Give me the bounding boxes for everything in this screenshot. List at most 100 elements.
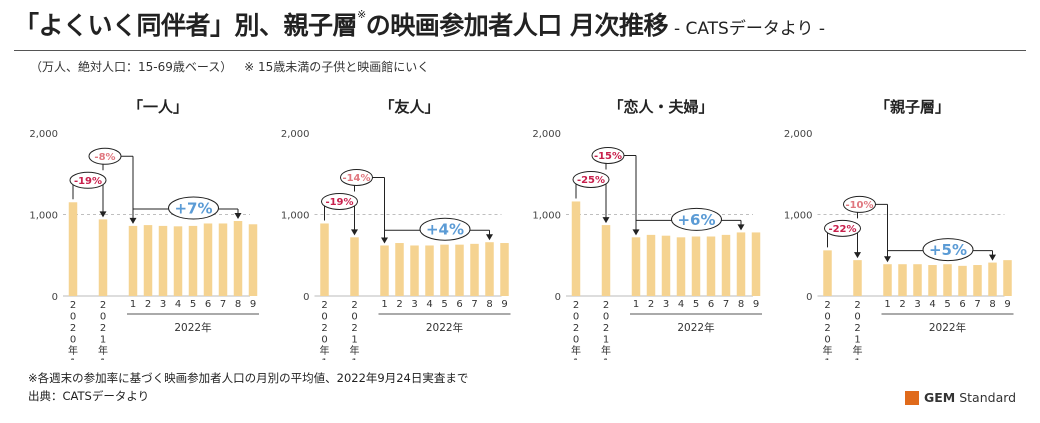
x-tick-label: 3 — [914, 299, 920, 310]
x-tick-label: 0 — [573, 312, 579, 323]
bar — [751, 232, 761, 296]
arrow-head — [989, 254, 996, 261]
x-tick-label: 2 — [854, 323, 860, 334]
y-tick-label: 1,000 — [784, 211, 813, 222]
change-badge — [824, 219, 861, 237]
x-tick-label: 4 — [929, 299, 935, 310]
change-badge — [671, 207, 722, 231]
title-divider — [14, 50, 1026, 51]
x-tick-label: 6 — [456, 299, 462, 310]
bar — [485, 242, 494, 296]
change-badge — [591, 146, 625, 164]
year-label: 2022年 — [677, 321, 714, 334]
footnote: ※各週末の参加率に基づく映画参加者人口の月別の平均値、2022年9月24日実査ま… — [28, 371, 469, 385]
bar — [68, 202, 78, 296]
chart-title: 「恋人・夫婦」 — [608, 98, 713, 116]
change-badge — [419, 217, 471, 241]
arrow-head — [602, 217, 610, 224]
x-tick-label: 8 — [235, 299, 241, 310]
x-tick-label: 4 — [678, 299, 684, 310]
bar — [853, 260, 862, 296]
bar — [395, 243, 404, 296]
x-tick-label: 7 — [220, 299, 226, 310]
bar — [320, 223, 329, 296]
x-tick-label: 1 — [70, 358, 76, 361]
bar — [973, 265, 982, 296]
x-tick-label: 8 — [989, 299, 995, 310]
x-tick-label: 8 — [738, 299, 744, 310]
x-tick-label: 年 — [68, 344, 78, 357]
change-badge — [922, 238, 974, 262]
x-tick-label: 9 — [501, 299, 507, 310]
bar — [631, 237, 641, 296]
change-label: +7% — [174, 200, 212, 218]
x-tick-label: 0 — [573, 335, 579, 346]
bar — [898, 264, 907, 296]
bar — [380, 245, 389, 296]
x-tick-label: 2 — [321, 323, 327, 334]
change-badge — [572, 170, 610, 188]
x-tick-label: 0 — [70, 312, 76, 323]
x-tick-label: 年 — [350, 344, 360, 357]
x-tick-label: 0 — [321, 312, 327, 323]
x-tick-label: 年 — [571, 344, 581, 357]
x-tick-label: 年 — [853, 344, 863, 357]
y-tick-label: 2,000 — [532, 129, 561, 140]
x-tick-label: 0 — [854, 312, 860, 323]
x-tick-label: 4 — [175, 299, 181, 310]
bar — [455, 244, 464, 296]
change-label: +4% — [426, 221, 464, 239]
x-tick-label: 1 — [100, 335, 106, 346]
bar — [218, 223, 228, 296]
chart-title: 「友人」 — [379, 98, 439, 116]
y-tick-label: 0 — [52, 292, 58, 303]
x-tick-label: 1 — [854, 358, 860, 361]
change-label: -19% — [74, 176, 102, 187]
page-title: 「よくいく同伴者」別、親子層※の映画参加者人口 月次推移 - CATSデータより … — [14, 6, 825, 42]
x-tick-label: 年 — [320, 344, 330, 357]
bar — [646, 234, 656, 296]
title-sub: - CATSデータより - — [673, 19, 826, 39]
x-tick-label: 1 — [100, 358, 106, 361]
x-tick-label: 9 — [250, 299, 256, 310]
x-tick-label: 2 — [70, 300, 76, 311]
x-tick-label: 0 — [603, 312, 609, 323]
x-tick-label: 9 — [753, 299, 759, 310]
x-tick-label: 2 — [603, 323, 609, 334]
x-tick-label: 2 — [351, 300, 357, 311]
x-tick-label: 3 — [663, 299, 669, 310]
bar — [350, 237, 359, 296]
x-tick-label: 0 — [100, 312, 106, 323]
bar — [425, 245, 434, 296]
bar — [988, 262, 997, 296]
year-label: 2022年 — [929, 321, 966, 334]
x-tick-label: 2 — [899, 299, 905, 310]
x-tick-label: 年 — [823, 344, 833, 357]
x-tick-label: 2 — [824, 323, 830, 334]
title-main: 「よくいく同伴者」別、親子層※の映画参加者人口 月次推移 — [14, 8, 668, 40]
x-tick-label: 1 — [351, 358, 357, 361]
charts-area: 「一人」01,0002,0002020年1月2021年1月12345678920… — [29, 98, 1014, 361]
bar — [676, 237, 686, 296]
x-tick-label: 9 — [1004, 299, 1010, 310]
x-tick-label: 1 — [603, 335, 609, 346]
bar — [571, 201, 581, 296]
x-tick-label: 2 — [396, 299, 402, 310]
y-tick-label: 1,000 — [281, 211, 310, 222]
bar — [98, 219, 108, 296]
bar — [143, 225, 153, 296]
bar — [158, 225, 168, 296]
x-tick-label: 1 — [130, 299, 136, 310]
x-tick-label: 2 — [70, 323, 76, 334]
bar — [823, 250, 832, 296]
x-tick-label: 1 — [351, 335, 357, 346]
bar — [128, 225, 138, 296]
y-tick-label: 1,000 — [29, 211, 58, 222]
change-label: +5% — [929, 241, 967, 259]
x-tick-label: 年 — [98, 344, 108, 357]
x-tick-label: 5 — [190, 299, 196, 310]
change-label: -14% — [342, 173, 370, 184]
x-tick-label: 1 — [321, 358, 327, 361]
x-tick-label: 2 — [648, 299, 654, 310]
bar — [691, 236, 701, 296]
